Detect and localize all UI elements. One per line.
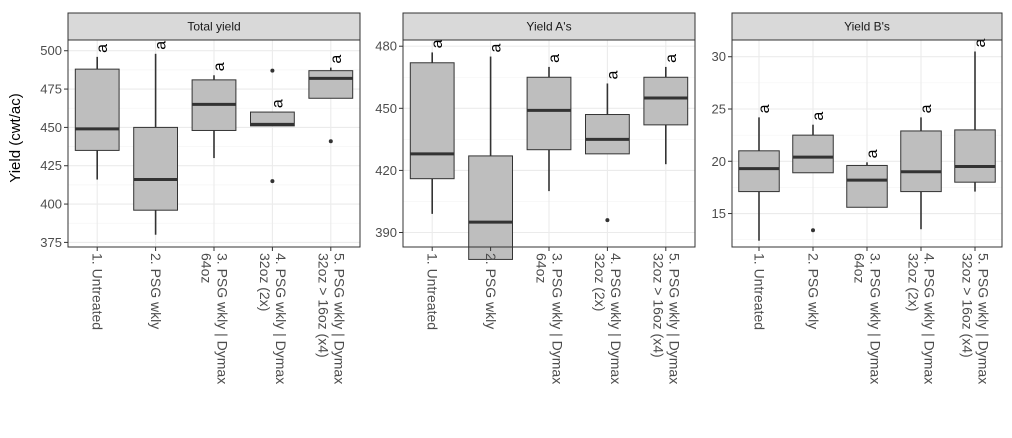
box-3: a [846,149,888,208]
significance-letter: a [429,39,446,48]
box-body [954,129,996,183]
y-tick-label: 30 [712,49,726,64]
box-1: a [738,104,780,241]
x-tick-label: 2. PSG wkly [483,253,499,329]
y-tick-label: 425 [40,158,62,173]
y-tick-label: 450 [40,120,62,135]
box-body [308,70,354,99]
box-body [250,111,295,127]
y-tick-label: 400 [40,197,62,212]
facet-title: Total yield [187,20,240,34]
outlier-point [605,218,610,223]
x-tick-label: 3. PSG wkly | Dymax64oz [852,253,884,384]
y-tick-label: 15 [712,206,726,221]
facet-panel-2: Yield A's 390 420 450 480 a a a a a 1. Untreated 2.… [375,12,696,384]
significance-letter: a [211,62,228,71]
y-axis-title: Yield (cwt/ac) [7,93,24,182]
box-body [133,126,178,211]
significance-letter: a [604,70,621,79]
box-body [643,76,689,126]
box-5: a [308,55,354,144]
box-4: a [250,68,295,184]
x-tick-label: 1. Untreated [90,253,106,330]
x-tick-label: 5. PSG wkly | Dymax32oz > 16oz (x4) [315,253,347,384]
x-tick-label: 5. PSG wkly | Dymax32oz > 16oz (x4) [960,253,992,384]
box-body [526,76,572,151]
y-tick-label: 25 [712,102,726,117]
y-tick-label: 375 [40,235,62,250]
box-3: a [526,54,572,192]
box-body [846,164,888,208]
box-body [792,134,834,174]
x-tick-label: 2. PSG wkly [806,253,822,329]
x-tick-label: 3. PSG wkly | Dymax64oz [534,253,566,384]
x-tick-label: 4. PSG wkly | Dymax32oz (2x) [906,253,938,384]
x-tick-label: 4. PSG wkly | Dymax32oz (2x) [257,253,289,384]
significance-letter: a [756,104,773,113]
facet-title: Yield A's [526,20,571,34]
box-body [468,155,514,260]
x-tick-label: 1. Untreated [425,253,441,330]
box-body [738,150,780,193]
y-tick-label: 20 [712,154,726,169]
significance-letter: a [972,39,989,48]
significance-letter: a [810,112,827,121]
facet-strip [402,12,696,41]
significance-letter: a [546,54,563,63]
significance-letter: a [153,41,170,50]
box-5: a [643,54,689,165]
box-body [900,130,942,193]
significance-letter: a [488,44,505,53]
x-tick-label: 1. Untreated [752,253,768,330]
box-2: a [468,44,514,260]
box-5: a [954,39,996,192]
box-2: a [792,112,834,233]
significance-letter: a [94,44,111,53]
significance-letter: a [663,54,680,63]
facet-panel-1: Total yield 375 400 425 450 475 500 a a a a a 1. Unt… [40,12,361,384]
box-4: a [585,70,630,223]
x-tick-label: 4. PSG wkly | Dymax32oz (2x) [592,253,624,384]
x-tick-label: 5. PSG wkly | Dymax32oz > 16oz (x4) [650,253,682,384]
significance-letter: a [269,99,286,108]
y-tick-label: 475 [40,82,62,97]
facet-strip [67,12,361,41]
outlier-point [270,179,275,184]
outlier-point [270,68,275,73]
facet-strip [731,12,1003,41]
significance-letter: a [918,104,935,113]
box-3: a [191,62,237,159]
box-1: a [74,44,120,180]
y-tick-label: 390 [375,225,397,240]
outlier-point [328,139,333,144]
facet-title: Yield B's [844,20,890,34]
x-tick-label: 2. PSG wkly [148,253,164,329]
significance-letter: a [864,149,881,158]
box-body [74,68,120,151]
significance-letter: a [328,55,345,64]
y-tick-label: 450 [375,101,397,116]
box-body [409,62,455,180]
box-1: a [409,39,455,214]
box-2: a [133,41,178,235]
facet-panel-3: Yield B's 15 20 25 30 a a a a a 1. Untreated 2. PSG… [712,12,1003,384]
box-body [585,114,630,155]
y-tick-label: 420 [375,163,397,178]
outlier-point [811,228,815,233]
y-tick-label: 500 [40,43,62,58]
y-tick-label: 480 [375,39,397,54]
box-4: a [900,104,942,230]
x-tick-label: 3. PSG wkly | Dymax64oz [199,253,231,384]
